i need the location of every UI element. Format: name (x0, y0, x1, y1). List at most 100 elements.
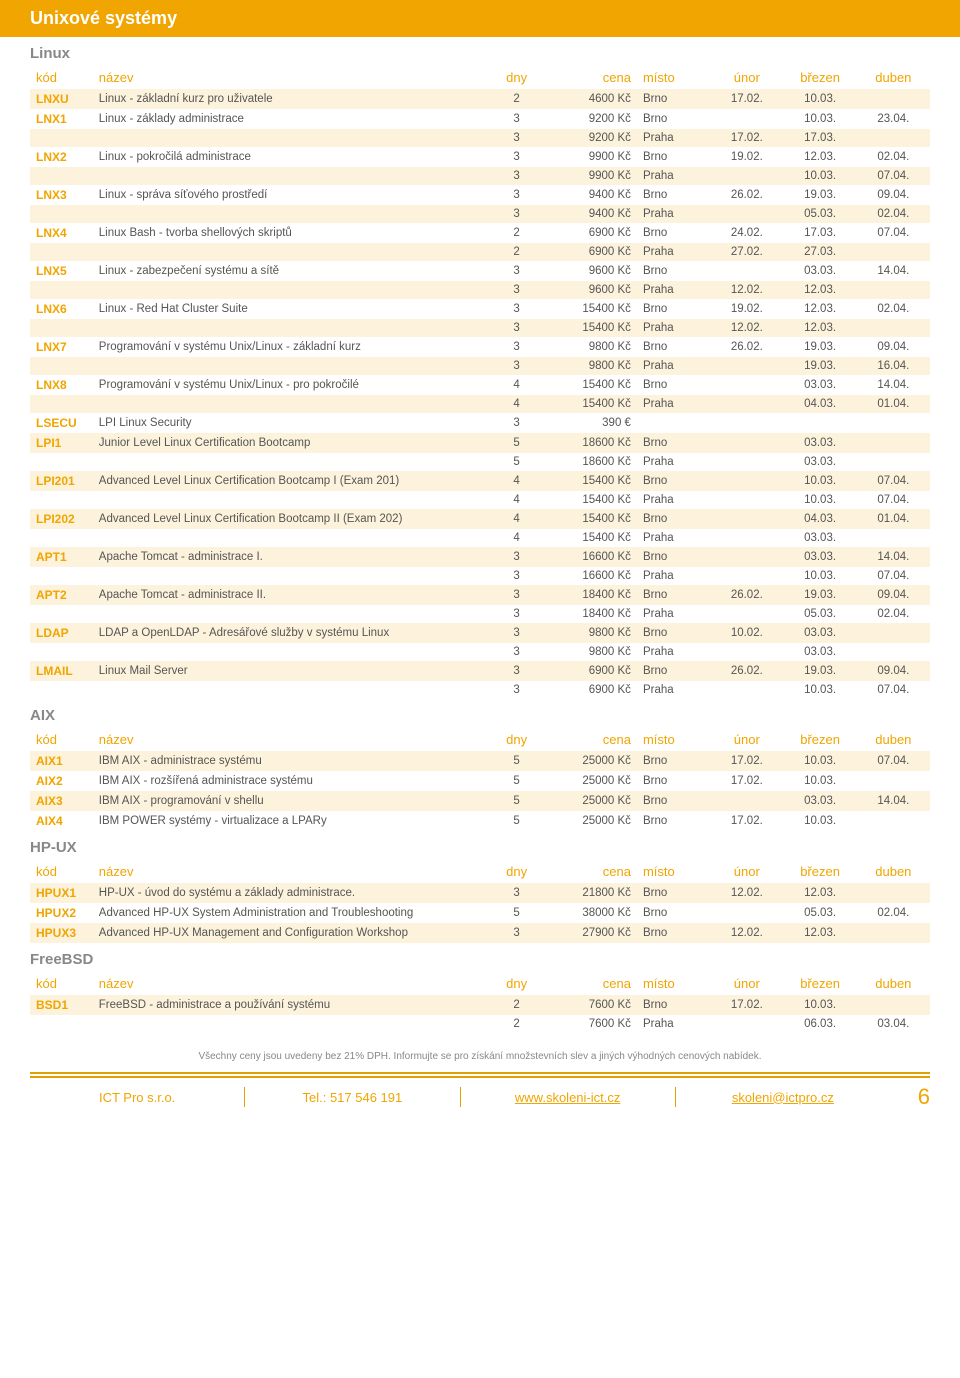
table-row: 415400 KčPraha10.03.07.04. (30, 491, 930, 509)
cell-dny: 5 (490, 903, 542, 923)
table-row: LPI201Advanced Level Linux Certification… (30, 471, 930, 491)
cell-dny: 3 (490, 357, 542, 375)
cell-brezen: 04.03. (783, 395, 856, 413)
cell-duben: 07.04. (857, 223, 930, 243)
col-header: březen (783, 972, 856, 995)
table-row: AIX3IBM AIX - programování v shellu52500… (30, 791, 930, 811)
cell-nazev: IBM AIX - programování v shellu (93, 791, 491, 811)
cell-cena: 25000 Kč (543, 791, 637, 811)
section-title: Linux (30, 45, 930, 62)
banner-title: Unixové systémy (0, 0, 960, 37)
cell-brezen: 03.03. (783, 623, 856, 643)
table-row: 415400 KčPraha04.03.01.04. (30, 395, 930, 413)
cell-unor (710, 903, 783, 923)
cell-dny: 3 (490, 547, 542, 567)
table-row: LNX5Linux - zabezpečení systému a sítě39… (30, 261, 930, 281)
cell-unor (710, 529, 783, 547)
cell-misto: Praha (637, 357, 710, 375)
table-row: 36900 KčPraha10.03.07.04. (30, 681, 930, 699)
cell-misto: Brno (637, 923, 710, 943)
cell-nazev (93, 319, 491, 337)
footer: ICT Pro s.r.o. Tel.: 517 546 191 www.sko… (30, 1076, 930, 1110)
cell-nazev (93, 357, 491, 375)
cell-duben: 01.04. (857, 509, 930, 529)
table-row: 26900 KčPraha27.02.27.03. (30, 243, 930, 261)
cell-unor (710, 605, 783, 623)
cell-cena: 6900 Kč (543, 661, 637, 681)
col-header: cena (543, 860, 637, 883)
cell-duben (857, 923, 930, 943)
table-row: LNX2Linux - pokročilá administrace39900 … (30, 147, 930, 167)
cell-unor (710, 791, 783, 811)
cell-misto: Praha (637, 491, 710, 509)
cell-cena: 4600 Kč (543, 89, 637, 109)
col-header: kód (30, 972, 93, 995)
cell-kod (30, 1015, 93, 1033)
cell-duben (857, 243, 930, 261)
cell-misto: Praha (637, 395, 710, 413)
footer-web-link[interactable]: www.skoleni-ict.cz (515, 1090, 620, 1105)
cell-duben (857, 129, 930, 147)
cell-brezen (783, 413, 856, 433)
cell-kod (30, 605, 93, 623)
table-row: 318400 KčPraha05.03.02.04. (30, 605, 930, 623)
cell-cena: 15400 Kč (543, 299, 637, 319)
cell-cena: 15400 Kč (543, 395, 637, 413)
cell-nazev (93, 281, 491, 299)
cell-kod (30, 205, 93, 223)
cell-unor (710, 261, 783, 281)
col-header: březen (783, 728, 856, 751)
col-header: název (93, 972, 491, 995)
cell-dny: 4 (490, 375, 542, 395)
cell-misto: Brno (637, 471, 710, 491)
cell-nazev: IBM AIX - administrace systému (93, 751, 491, 771)
cell-brezen: 03.03. (783, 791, 856, 811)
cell-nazev: Advanced HP-UX System Administration and… (93, 903, 491, 923)
cell-brezen: 10.03. (783, 491, 856, 509)
cell-duben: 01.04. (857, 395, 930, 413)
col-header: kód (30, 66, 93, 89)
table-row: 316600 KčPraha10.03.07.04. (30, 567, 930, 585)
cell-unor: 17.02. (710, 995, 783, 1015)
col-header: název (93, 860, 491, 883)
cell-duben (857, 623, 930, 643)
cell-unor: 12.02. (710, 883, 783, 903)
cell-duben: 09.04. (857, 337, 930, 357)
cell-dny: 5 (490, 791, 542, 811)
cell-cena: 6900 Kč (543, 223, 637, 243)
cell-kod: APT1 (30, 547, 93, 567)
cell-nazev (93, 605, 491, 623)
section-title: HP-UX (30, 839, 930, 856)
cell-kod (30, 643, 93, 661)
table-row: LSECULPI Linux Security3390 € (30, 413, 930, 433)
cell-duben (857, 433, 930, 453)
cell-misto: Brno (637, 771, 710, 791)
table-row: 315400 KčPraha12.02.12.03. (30, 319, 930, 337)
cell-nazev: HP-UX - úvod do systému a základy admini… (93, 883, 491, 903)
table-row: 39600 KčPraha12.02.12.03. (30, 281, 930, 299)
course-table: kódnázevdnycenamístoúnorbřezendubenAIX1I… (30, 728, 930, 831)
cell-nazev: Linux - pokročilá administrace (93, 147, 491, 167)
cell-brezen: 06.03. (783, 1015, 856, 1033)
cell-nazev (93, 129, 491, 147)
cell-nazev (93, 453, 491, 471)
cell-nazev (93, 205, 491, 223)
cell-kod: AIX4 (30, 811, 93, 831)
col-header: název (93, 728, 491, 751)
cell-unor: 17.02. (710, 129, 783, 147)
table-row: LNX8Programování v systému Unix/Linux - … (30, 375, 930, 395)
cell-dny: 3 (490, 605, 542, 623)
col-header: kód (30, 860, 93, 883)
footer-email-link[interactable]: skoleni@ictpro.cz (732, 1090, 834, 1105)
cell-dny: 5 (490, 433, 542, 453)
cell-duben: 07.04. (857, 167, 930, 185)
cell-dny: 3 (490, 167, 542, 185)
cell-cena: 9800 Kč (543, 643, 637, 661)
cell-misto: Brno (637, 185, 710, 205)
table-row: BSD1FreeBSD - administrace a používání s… (30, 995, 930, 1015)
cell-cena: 9600 Kč (543, 281, 637, 299)
cell-misto: Brno (637, 223, 710, 243)
table-row: 518600 KčPraha03.03. (30, 453, 930, 471)
cell-misto: Praha (637, 567, 710, 585)
cell-dny: 2 (490, 995, 542, 1015)
